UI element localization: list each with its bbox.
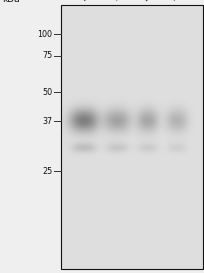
Text: 50 ng: 50 ng: [141, 0, 163, 3]
Text: 37: 37: [42, 117, 52, 126]
Text: 25: 25: [42, 167, 52, 176]
Text: 75 ng: 75 ng: [111, 0, 134, 3]
Text: 100: 100: [37, 30, 52, 39]
Text: 75: 75: [42, 51, 52, 60]
Text: 100 ng: 100 ng: [79, 0, 105, 3]
Text: 50: 50: [42, 88, 52, 97]
Text: 40 ng: 40 ng: [170, 0, 193, 3]
Bar: [61, 5, 202, 269]
Text: kDa: kDa: [2, 0, 20, 4]
